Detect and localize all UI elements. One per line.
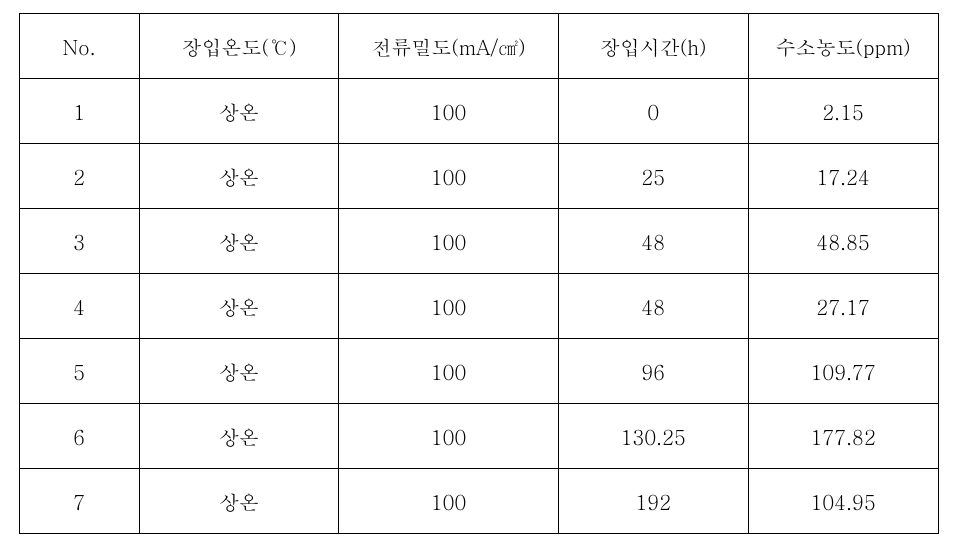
data-table: No. 장입온도(℃) 전류밀도(mA/㎠) 장입시간(h) 수소농도(ppm)… bbox=[19, 13, 939, 534]
cell-conc: 17.24 bbox=[748, 144, 938, 209]
cell-no: 5 bbox=[19, 339, 139, 404]
cell-time: 96 bbox=[558, 339, 748, 404]
cell-conc: 104.95 bbox=[748, 469, 938, 534]
cell-no: 7 bbox=[19, 469, 139, 534]
cell-no: 3 bbox=[19, 209, 139, 274]
cell-density: 100 bbox=[339, 144, 558, 209]
cell-density: 100 bbox=[339, 79, 558, 144]
cell-temp: 상온 bbox=[139, 144, 339, 209]
cell-temp: 상온 bbox=[139, 274, 339, 339]
table-head: No. 장입온도(℃) 전류밀도(mA/㎠) 장입시간(h) 수소농도(ppm) bbox=[19, 14, 938, 79]
cell-no: 6 bbox=[19, 404, 139, 469]
table-row: 7 상온 100 192 104.95 bbox=[19, 469, 938, 534]
col-header-temp: 장입온도(℃) bbox=[139, 14, 339, 79]
cell-no: 2 bbox=[19, 144, 139, 209]
cell-temp: 상온 bbox=[139, 339, 339, 404]
cell-temp: 상온 bbox=[139, 79, 339, 144]
col-header-density: 전류밀도(mA/㎠) bbox=[339, 14, 558, 79]
cell-no: 1 bbox=[19, 79, 139, 144]
cell-time: 48 bbox=[558, 274, 748, 339]
table-row: 1 상온 100 0 2.15 bbox=[19, 79, 938, 144]
table-row: 4 상온 100 48 27.17 bbox=[19, 274, 938, 339]
cell-no: 4 bbox=[19, 274, 139, 339]
cell-conc: 109.77 bbox=[748, 339, 938, 404]
col-header-conc: 수소농도(ppm) bbox=[748, 14, 938, 79]
col-header-no: No. bbox=[19, 14, 139, 79]
cell-time: 192 bbox=[558, 469, 748, 534]
table-row: 5 상온 100 96 109.77 bbox=[19, 339, 938, 404]
cell-conc: 27.17 bbox=[748, 274, 938, 339]
cell-time: 0 bbox=[558, 79, 748, 144]
cell-conc: 48.85 bbox=[748, 209, 938, 274]
cell-density: 100 bbox=[339, 274, 558, 339]
cell-density: 100 bbox=[339, 404, 558, 469]
table-row: 6 상온 100 130.25 177.82 bbox=[19, 404, 938, 469]
cell-temp: 상온 bbox=[139, 209, 339, 274]
table-body: 1 상온 100 0 2.15 2 상온 100 25 17.24 3 상온 1… bbox=[19, 79, 938, 534]
cell-conc: 2.15 bbox=[748, 79, 938, 144]
cell-time: 25 bbox=[558, 144, 748, 209]
cell-time: 48 bbox=[558, 209, 748, 274]
cell-conc: 177.82 bbox=[748, 404, 938, 469]
table-row: 2 상온 100 25 17.24 bbox=[19, 144, 938, 209]
cell-density: 100 bbox=[339, 469, 558, 534]
cell-temp: 상온 bbox=[139, 469, 339, 534]
cell-density: 100 bbox=[339, 209, 558, 274]
cell-temp: 상온 bbox=[139, 404, 339, 469]
table-header-row: No. 장입온도(℃) 전류밀도(mA/㎠) 장입시간(h) 수소농도(ppm) bbox=[19, 14, 938, 79]
table-row: 3 상온 100 48 48.85 bbox=[19, 209, 938, 274]
cell-time: 130.25 bbox=[558, 404, 748, 469]
cell-density: 100 bbox=[339, 339, 558, 404]
col-header-time: 장입시간(h) bbox=[558, 14, 748, 79]
